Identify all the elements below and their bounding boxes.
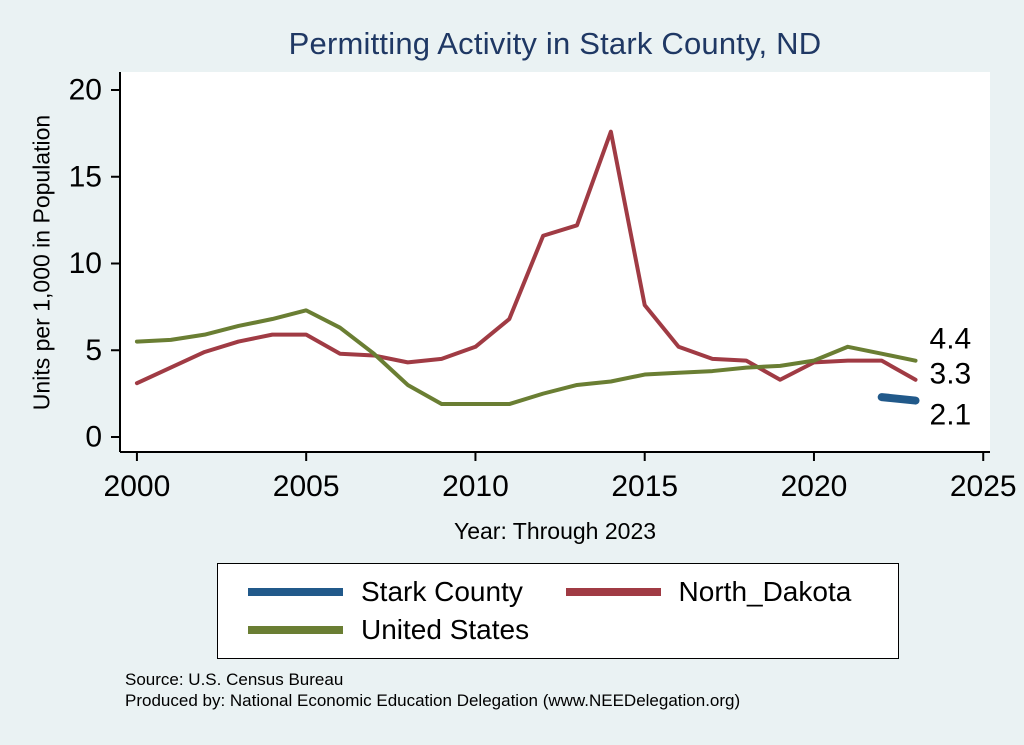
plot-area: 0 5 10 15 20 2000 2005 2010 2015 2020 2025 2.1 3.34.… <box>69 72 1017 503</box>
plot-background <box>120 72 990 452</box>
series-line-north-dakota <box>134 129 918 386</box>
legend-item-united-states: United States <box>248 614 566 646</box>
y-tick-label: 5 <box>85 334 102 367</box>
legend-swatch-united-states <box>248 626 343 634</box>
produced-by-note: Produced by: National Economic Education… <box>125 691 741 710</box>
legend: Stark County North_Dakota United States <box>217 563 899 659</box>
legend-label-north-dakota: North_Dakota <box>678 576 852 607</box>
source-note: Source: U.S. Census Bureau <box>125 670 344 689</box>
x-axis-title: Year: Through 2023 <box>453 518 657 544</box>
legend-item-stark-county: Stark County <box>248 576 566 608</box>
chart-title: Permitting Activity in Stark County, ND <box>288 26 822 61</box>
end-value-label: 2.1 <box>930 399 972 432</box>
x-tick-label: 2020 <box>781 470 848 503</box>
x-tick-label: 2005 <box>273 470 340 503</box>
y-tick-label: 20 <box>69 74 102 107</box>
legend-label-united-states: United States <box>361 614 530 645</box>
end-value-label: 4.4 <box>930 323 972 356</box>
series-line-stark-county <box>877 393 920 405</box>
x-tick-label: 2000 <box>104 470 171 503</box>
legend-swatch-stark-county <box>248 588 343 596</box>
x-tick-label: 2010 <box>442 470 509 503</box>
y-tick-label: 15 <box>69 160 102 193</box>
legend-swatch-north-dakota <box>565 588 661 596</box>
x-tick-label: 2015 <box>611 470 678 503</box>
end-value-label: 3.3 <box>930 358 972 391</box>
legend-label-stark-county: Stark County <box>361 576 523 607</box>
y-tick-label: 0 <box>85 421 102 454</box>
y-tick-label: 10 <box>69 247 102 280</box>
legend-item-north-dakota: North_Dakota <box>565 576 868 608</box>
series-line-united-states <box>134 308 918 407</box>
x-tick-label: 2025 <box>950 470 1017 503</box>
